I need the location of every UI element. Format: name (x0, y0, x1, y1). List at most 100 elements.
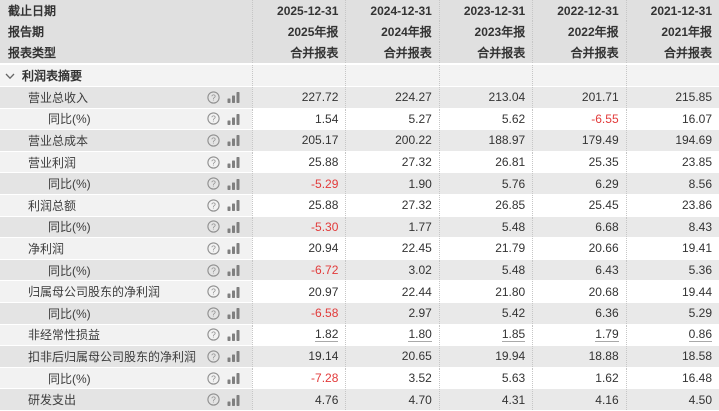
bar-chart-icon[interactable] (227, 329, 240, 341)
svg-text:?: ? (211, 157, 216, 167)
value-text: 21.80 (495, 284, 526, 299)
value-text: 5.29 (688, 306, 713, 321)
header-value-text: 合并报表 (383, 46, 432, 60)
help-icon[interactable]: ? (207, 220, 220, 234)
bar-chart-icon[interactable] (227, 91, 240, 104)
svg-text:?: ? (211, 114, 216, 124)
svg-text:?: ? (211, 394, 216, 404)
value-cell: 20.68 (532, 281, 626, 302)
bar-chart-icon[interactable] (227, 156, 240, 169)
svg-text:?: ? (211, 286, 216, 296)
help-icon[interactable]: ? (207, 307, 220, 320)
value-cell: 1.82 (252, 324, 346, 346)
row-label: 净利润 (28, 241, 65, 256)
value-cell: 1.54 (252, 108, 346, 130)
value-cell: 1.62 (532, 367, 626, 389)
table-row: 净利润 ? 20.94 22.45 21.79 20.66 19.41 (0, 238, 719, 260)
bar-chart-icon[interactable] (227, 221, 240, 233)
value-text: 25.45 (588, 198, 619, 213)
bar-chart-icon[interactable] (227, 113, 240, 125)
table-row: 营业总成本 ? 205.17 200.22 188.97 179.49 194.69 (0, 130, 719, 152)
value-link[interactable]: 1.82 (315, 327, 339, 343)
row-icons: ? (207, 371, 252, 385)
value-link[interactable]: 1.80 (408, 327, 432, 343)
help-icon[interactable]: ? (207, 263, 220, 277)
help-icon[interactable]: ? (207, 285, 220, 298)
header-row-label: 报告期 (8, 25, 45, 39)
help-icon[interactable]: ? (207, 199, 220, 212)
row-icons: ? (207, 328, 252, 341)
value-cell: 1.85 (438, 324, 533, 346)
row-label-cell: 同比(%) ? (0, 216, 252, 238)
value-link[interactable]: 1.79 (595, 327, 619, 343)
value-text: 25.88 (308, 198, 339, 213)
row-icons: ? (207, 91, 252, 104)
help-icon[interactable]: ? (207, 112, 220, 126)
row-label-cell: 同比(%) ? (0, 302, 252, 324)
header-value-cell: 2022-12-31 (532, 0, 625, 21)
svg-text:?: ? (211, 92, 216, 102)
bar-chart-icon[interactable] (227, 372, 240, 385)
bar-chart-icon[interactable] (227, 286, 240, 298)
value-cell: 19.41 (625, 238, 719, 259)
row-icons: ? (207, 285, 252, 298)
value-text: 16.48 (682, 371, 713, 386)
value-cell: 4.76 (252, 389, 346, 410)
section-empty-cell (625, 65, 719, 86)
row-icons: ? (207, 307, 252, 320)
row-icons: ? (207, 199, 252, 212)
row-label-cell: 同比(%) ? (0, 367, 252, 389)
value-text: 8.43 (688, 219, 713, 234)
value-cell: 5.48 (438, 259, 533, 281)
section-row-income-statement-summary[interactable]: 利润表摘要 (0, 65, 719, 87)
help-icon[interactable]: ? (207, 328, 220, 341)
bar-chart-icon[interactable] (227, 264, 240, 277)
help-icon[interactable]: ? (207, 242, 220, 255)
value-text: 194.69 (675, 133, 713, 148)
table-row: 同比(%) ? -7.28 3.52 5.63 1.62 16.48 (0, 367, 719, 390)
bar-chart-icon[interactable] (227, 242, 240, 255)
help-icon[interactable]: ? (207, 91, 220, 104)
help-icon[interactable]: ? (207, 155, 220, 169)
header-value-text: 2024-12-31 (370, 3, 432, 18)
value-link[interactable]: 1.85 (501, 327, 526, 343)
value-text: 19.94 (495, 349, 526, 364)
row-icons: ? (207, 242, 252, 255)
value-cell: 19.44 (625, 281, 719, 302)
row-icons: ? (207, 177, 252, 190)
bar-chart-icon[interactable] (227, 178, 240, 190)
header-value-cell: 合并报表 (252, 42, 345, 63)
value-text: 20.68 (588, 284, 619, 299)
value-cell: 8.43 (625, 216, 719, 238)
value-text: -6.55 (591, 111, 619, 126)
row-label: 同比(%) (48, 263, 91, 278)
help-icon[interactable]: ? (207, 371, 220, 385)
bar-chart-icon[interactable] (227, 394, 240, 406)
header-value-cell: 合并报表 (345, 42, 438, 63)
value-cell: 23.86 (625, 194, 719, 216)
value-text: 4.76 (315, 392, 339, 407)
value-cell: 6.29 (532, 173, 626, 194)
header-row-label-cell: 报表类型 (0, 42, 252, 63)
help-icon[interactable]: ? (207, 393, 220, 406)
value-cell: 22.44 (345, 281, 439, 302)
value-text: 23.85 (682, 155, 713, 170)
bar-chart-icon[interactable] (227, 134, 240, 147)
svg-text:?: ? (211, 373, 216, 383)
value-cell: 26.81 (438, 151, 533, 173)
help-icon[interactable]: ? (207, 177, 220, 190)
value-cell: 4.70 (345, 389, 439, 410)
chevron-down-icon[interactable] (5, 73, 15, 80)
value-text: 16.07 (682, 111, 713, 126)
help-icon[interactable]: ? (207, 134, 220, 147)
value-text: 5.36 (688, 263, 713, 278)
bar-chart-icon[interactable] (227, 350, 240, 363)
bar-chart-icon[interactable] (227, 199, 240, 212)
bar-chart-icon[interactable] (227, 307, 240, 320)
help-icon[interactable]: ? (207, 350, 220, 363)
value-text: 1.62 (595, 371, 619, 386)
value-text: 3.52 (408, 371, 432, 386)
value-cell: 5.48 (438, 216, 533, 238)
value-link[interactable]: 0.86 (688, 327, 713, 343)
value-text: 27.32 (401, 155, 432, 170)
